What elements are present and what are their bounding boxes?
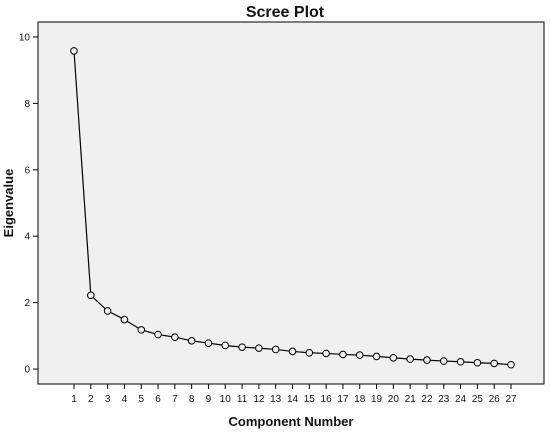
- data-point: [187, 337, 196, 345]
- x-tick-label: 10: [220, 394, 232, 405]
- data-point: [204, 339, 213, 347]
- data-point: [339, 350, 347, 359]
- data-point: [154, 330, 162, 339]
- data-point: [372, 352, 381, 361]
- x-tick-label: 3: [105, 394, 111, 405]
- x-axis-label: Component Number: [229, 414, 354, 429]
- data-point: [355, 351, 364, 359]
- x-tick-label: 6: [155, 394, 161, 405]
- data-point: [87, 291, 95, 300]
- plot-area: [37, 21, 545, 385]
- data-point: [271, 345, 280, 354]
- y-tick-label: 10: [19, 32, 31, 43]
- x-tick-label: 15: [304, 394, 316, 405]
- data-point: [171, 333, 179, 341]
- y-tick-label: 0: [24, 365, 30, 376]
- y-axis-label: Eigenvalue: [1, 169, 16, 238]
- chart-title: Scree Plot: [246, 4, 325, 21]
- data-point: [322, 349, 330, 358]
- y-tick-label: 8: [24, 99, 30, 110]
- x-tick-label: 19: [371, 394, 383, 405]
- x-tick-label: 9: [206, 394, 212, 405]
- x-tick-label: 14: [287, 394, 299, 405]
- x-tick-label: 8: [189, 394, 195, 405]
- data-point: [490, 359, 498, 368]
- data-point: [439, 357, 448, 365]
- y-tick-label: 2: [24, 298, 30, 309]
- data-point: [305, 348, 314, 357]
- x-axis-ticks: 1 2 3 4 5 6 7 8 9 10 11 12 13 14 15 16 17 18 19 20 21 22 23 24 2…: [71, 384, 517, 405]
- data-point: [456, 357, 465, 366]
- data-point: [406, 355, 414, 363]
- x-tick-label: 26: [489, 394, 501, 405]
- x-tick-label: 5: [138, 394, 144, 405]
- data-point: [120, 315, 129, 324]
- data-point: [288, 347, 297, 356]
- x-tick-label: 27: [505, 394, 517, 405]
- x-tick-label: 22: [421, 394, 433, 405]
- data-point: [238, 343, 246, 351]
- data-point: [221, 341, 230, 350]
- x-tick-label: 13: [270, 394, 282, 405]
- x-tick-label: 18: [354, 394, 366, 405]
- data-point: [255, 344, 263, 352]
- x-tick-label: 20: [388, 394, 400, 405]
- data-point: [103, 307, 112, 315]
- x-tick-label: 25: [472, 394, 484, 405]
- data-point: [507, 360, 515, 369]
- data-point: [389, 353, 398, 362]
- x-tick-label: 21: [405, 394, 417, 405]
- y-axis-ticks: 0 2 4 6 8 10: [19, 32, 38, 376]
- x-tick-label: 12: [253, 394, 265, 405]
- y-tick-label: 4: [24, 232, 30, 243]
- x-tick-label: 1: [71, 394, 77, 405]
- data-point: [137, 326, 146, 334]
- y-tick-label: 6: [24, 165, 30, 176]
- x-tick-label: 24: [455, 394, 467, 405]
- data-point: [423, 356, 431, 364]
- x-tick-label: 4: [122, 394, 128, 405]
- series-eigenvalues: [70, 47, 515, 369]
- x-tick-label: 23: [438, 394, 450, 405]
- data-point: [473, 358, 482, 367]
- x-tick-label: 7: [172, 394, 178, 405]
- x-tick-label: 2: [88, 394, 94, 405]
- x-tick-label: 11: [237, 394, 248, 405]
- x-tick-label: 16: [321, 394, 333, 405]
- x-tick-label: 17: [337, 394, 349, 405]
- data-point: [70, 47, 78, 55]
